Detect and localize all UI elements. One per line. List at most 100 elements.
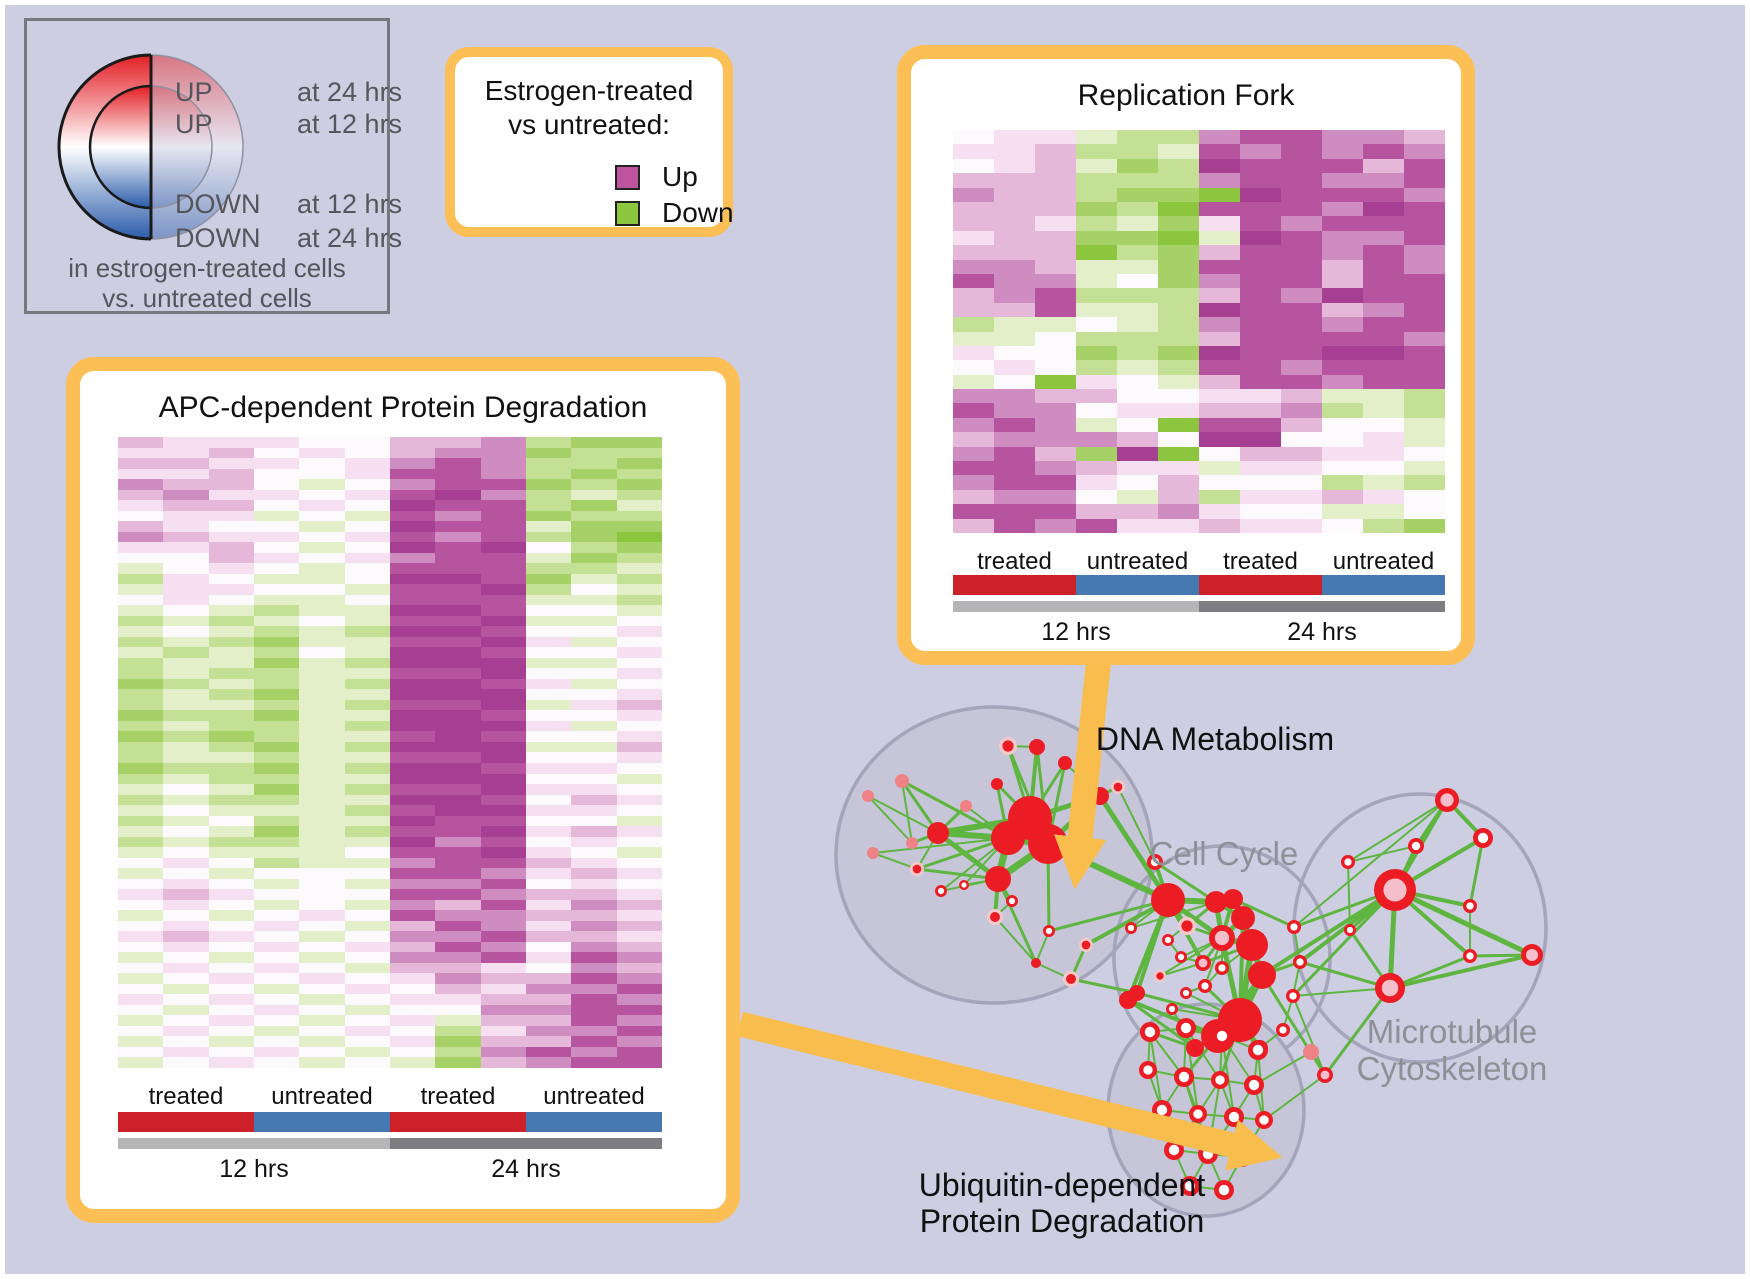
heatmap-cell <box>389 910 436 921</box>
heatmap-cell <box>1281 273 1322 289</box>
heatmap-cell <box>118 636 164 648</box>
heatmap-cell <box>571 489 617 501</box>
heatmap-cell <box>389 468 436 480</box>
heatmap-cell <box>389 878 436 890</box>
replication-fork-group-labels: treated untreated treated untreated <box>953 548 1445 576</box>
heatmap-cell <box>163 437 209 448</box>
heatmap-cell <box>435 878 481 890</box>
heatmap-cell <box>344 763 390 774</box>
heatmap-cell <box>571 1015 617 1026</box>
network-edge <box>1097 793 1171 903</box>
heatmap-cell <box>1199 475 1240 490</box>
heatmap-cell <box>118 731 164 742</box>
network-node <box>1058 756 1072 770</box>
heatmap-cell <box>1117 417 1158 433</box>
heatmap-cell <box>1322 446 1363 462</box>
heatmap-cell <box>1363 345 1404 361</box>
heatmap-cell <box>953 389 994 404</box>
heatmap-cell <box>389 605 436 616</box>
network-edge <box>1263 1074 1326 1121</box>
heatmap-cell <box>616 910 662 921</box>
heatmap-cell <box>163 594 209 606</box>
heatmap-cell <box>253 447 300 459</box>
heatmap-cell <box>299 920 345 932</box>
heatmap-cell <box>616 983 662 995</box>
heatmap-cell <box>163 962 209 974</box>
heatmap-cell <box>571 605 617 616</box>
heatmap-cell <box>163 1015 209 1026</box>
heatmap-cell <box>953 216 994 231</box>
heatmap-cell <box>525 763 572 774</box>
network-node-core <box>1144 1026 1156 1038</box>
heatmap-cell <box>253 878 300 890</box>
heatmap-cell <box>571 563 617 574</box>
heatmap-cell <box>1117 201 1158 217</box>
heatmap-cell <box>163 868 209 879</box>
heatmap-cell <box>253 1046 300 1058</box>
heatmap-cell <box>208 552 254 564</box>
network-edge <box>1292 995 1326 1076</box>
heatmap-cell <box>208 1057 254 1068</box>
heatmap-cell <box>616 668 662 679</box>
heatmap-cell <box>480 699 526 711</box>
heatmap-cell <box>1281 461 1322 476</box>
group-label: untreated <box>1332 548 1435 575</box>
heatmap-cell <box>389 899 436 911</box>
heatmap-cell <box>208 615 254 627</box>
heatmap-cell <box>163 1057 209 1068</box>
heatmap-cell <box>616 542 662 553</box>
heatmap-cell <box>953 489 994 505</box>
heatmap-cell <box>1322 187 1363 202</box>
heatmap-cell <box>1404 504 1445 519</box>
heatmap-cell <box>299 1004 345 1016</box>
heatmap-cell <box>616 878 662 890</box>
heatmap-cell <box>1076 317 1117 332</box>
heatmap-cell <box>1035 317 1076 332</box>
heatmap-cell <box>1117 187 1158 202</box>
heatmap-cell <box>208 1015 254 1026</box>
heatmap-cell <box>344 647 390 658</box>
heatmap-cell <box>480 573 526 585</box>
heatmap-cell <box>118 931 164 942</box>
heatmap-cell <box>480 720 526 732</box>
heatmap-cell <box>1117 273 1158 289</box>
heatmap-cell <box>118 899 164 911</box>
heatmap-cell <box>571 994 617 1005</box>
apc-group-labels: treated untreated treated untreated <box>118 1083 662 1111</box>
heatmap-cell <box>994 216 1035 231</box>
heatmap-cell <box>253 752 300 764</box>
heatmap-cell <box>163 626 209 637</box>
heatmap-cell <box>299 521 345 532</box>
heatmap-cell <box>118 857 164 869</box>
heatmap-cell <box>1363 201 1404 217</box>
heatmap-cell <box>253 437 300 448</box>
heatmap-cell <box>118 910 164 921</box>
heatmap-cell <box>435 1057 481 1068</box>
heatmap-cell <box>163 941 209 953</box>
network-node-core <box>1466 952 1474 960</box>
heatmap-cell <box>163 1036 209 1047</box>
heatmap-cell <box>118 521 164 532</box>
heatmap-cell <box>389 815 436 827</box>
heatmap-cell <box>344 437 390 448</box>
heatmap-cell <box>1240 461 1281 476</box>
heatmap-cell <box>299 941 345 953</box>
heatmap-cell <box>994 518 1035 533</box>
heatmap-cell <box>344 784 390 795</box>
heatmap-cell <box>1158 187 1199 202</box>
heatmap-cell <box>1281 489 1322 505</box>
network-node-core <box>990 912 1000 922</box>
network-node <box>1236 929 1268 961</box>
heatmap-cell <box>253 489 300 501</box>
heatmap-cell <box>389 752 436 764</box>
heatmap-cell <box>118 794 164 806</box>
heatmap-cell <box>118 941 164 953</box>
heatmap-cell <box>525 857 572 869</box>
heatmap-cell <box>1035 461 1076 476</box>
heatmap-cell <box>435 636 481 648</box>
heatmap-cell <box>1363 389 1404 404</box>
heatmap-cell <box>480 868 526 879</box>
heatmap-cell <box>253 1057 300 1068</box>
